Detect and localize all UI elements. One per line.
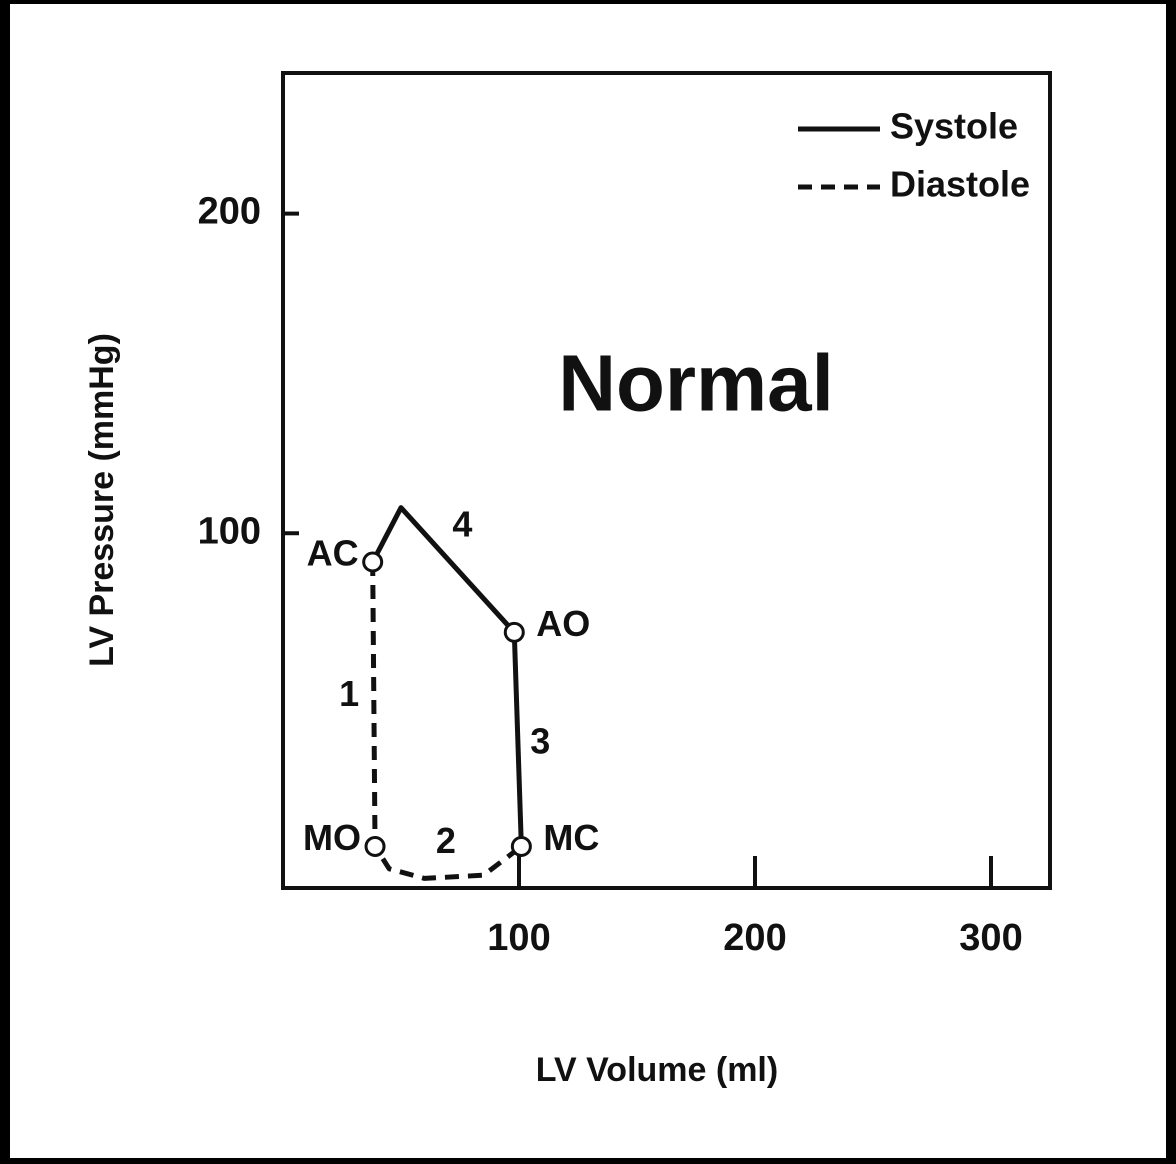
background: [10, 4, 1166, 1158]
valve-point: [510, 835, 532, 857]
segment-label: 1: [339, 673, 359, 714]
legend-label: Systole: [890, 106, 1018, 147]
valve-point: [503, 621, 525, 643]
segment-label: 3: [530, 721, 550, 762]
segment-label: 2: [436, 820, 456, 861]
y-tick-label: 200: [198, 191, 261, 233]
segment-label: 4: [452, 503, 472, 544]
x-tick-label: 300: [959, 917, 1022, 959]
legend-label: Diastole: [890, 164, 1030, 205]
annotation: Normal: [558, 339, 834, 428]
plot-frame: [281, 71, 1052, 890]
x-tick-label: 200: [723, 917, 786, 959]
y-axis-label: LV Pressure (mmHg): [83, 333, 121, 667]
y-tick-label: 100: [198, 510, 261, 552]
series-line: [370, 505, 524, 847]
valve-point: [364, 835, 386, 857]
series-line: [370, 561, 523, 881]
point-label: MO: [303, 817, 361, 858]
valve-point: [362, 551, 384, 573]
x-tick-label: 100: [487, 917, 550, 959]
point-label: AC: [307, 533, 359, 574]
point-label: MC: [543, 817, 599, 858]
point-label: AO: [536, 603, 590, 644]
x-axis-label: LV Volume (ml): [536, 1051, 778, 1089]
